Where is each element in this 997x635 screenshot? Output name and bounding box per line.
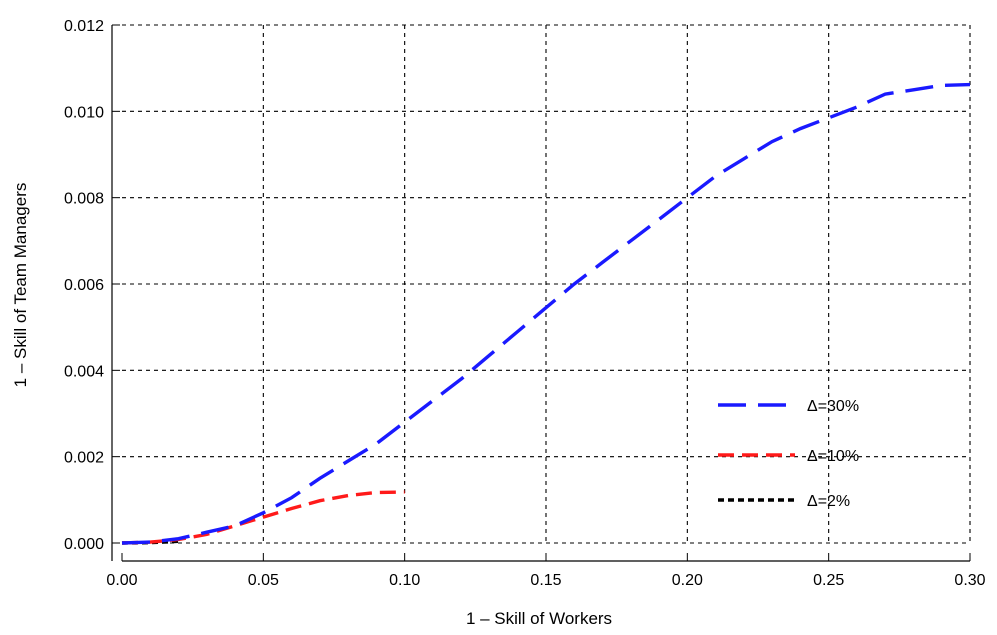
y-tick-label: 0.012 (64, 18, 104, 35)
y-tick-label: 0.010 (64, 104, 104, 121)
x-tick-label: 0.05 (248, 572, 279, 589)
series-lines (121, 82, 971, 545)
y-tick-label: 0.002 (64, 450, 104, 467)
x-tick-label: 0.00 (106, 572, 137, 589)
grid (122, 24, 971, 544)
y-axis-label: 1 – Skill of Team Managers (11, 183, 30, 388)
x-tick-label: 0.10 (389, 572, 420, 589)
ticks: 0.00 0.05 0.10 0.15 0.20 0.25 0.30 0.000 0.002 0.… (64, 18, 986, 589)
x-tick-label: 0.30 (954, 572, 985, 589)
axes (111, 25, 970, 562)
series-line-1 (121, 490, 405, 545)
y-tick-label: 0.006 (64, 277, 104, 294)
y-tick-label: 0.008 (64, 191, 104, 208)
legend-label-1: Δ=10% (807, 448, 859, 465)
legend: Δ=30% Δ=10% Δ=2% (718, 398, 859, 510)
legend-label-0: Δ=30% (807, 398, 859, 415)
legend-label-2: Δ=2% (807, 493, 850, 510)
x-axis-label: 1 – Skill of Workers (466, 609, 612, 628)
series-line-0 (121, 82, 971, 545)
x-tick-label: 0.25 (813, 572, 844, 589)
y-tick-label: 0.000 (64, 536, 104, 553)
x-tick-label: 0.20 (672, 572, 703, 589)
y-tick-label: 0.004 (64, 363, 104, 380)
x-tick-label: 0.15 (530, 572, 561, 589)
